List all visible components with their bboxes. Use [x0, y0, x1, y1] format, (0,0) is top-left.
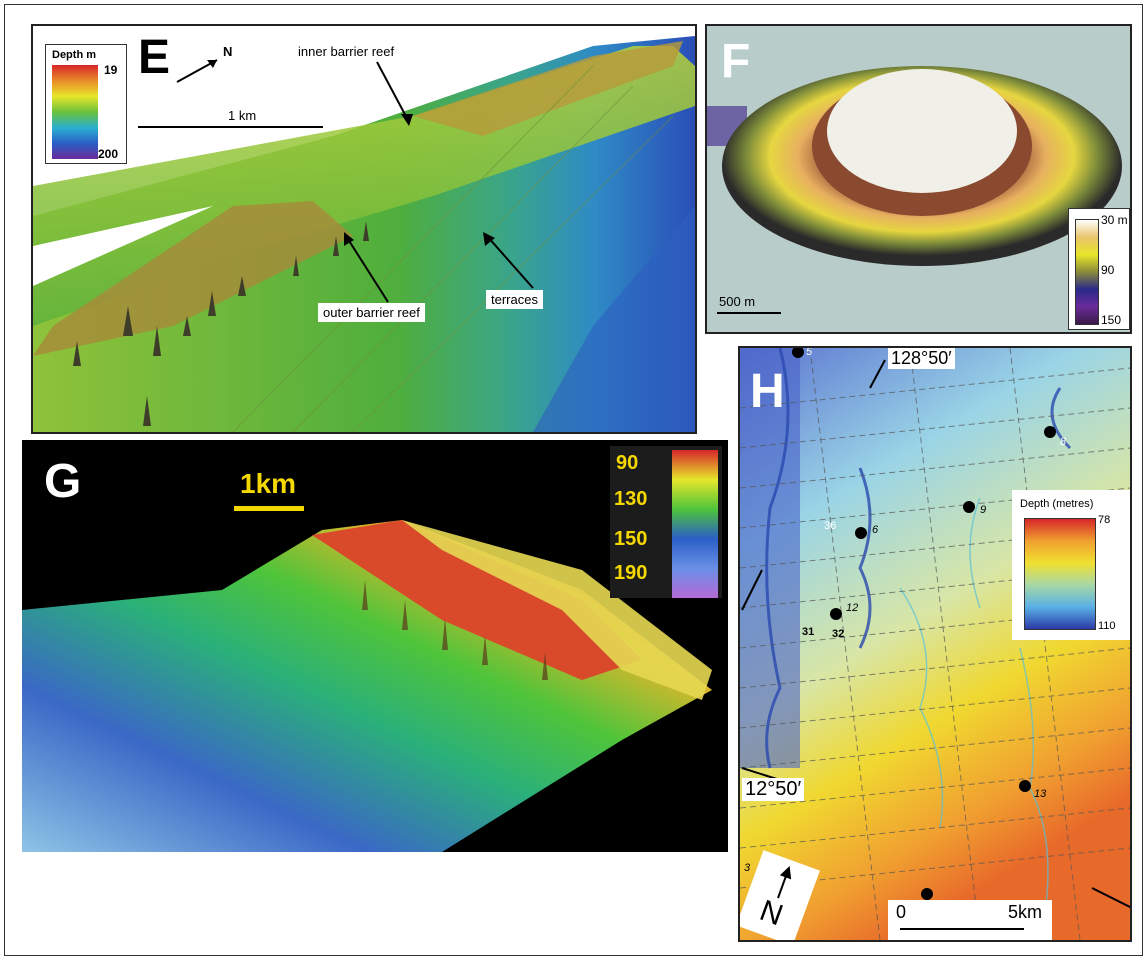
legend-tick-190: 190: [614, 562, 648, 584]
inner-barrier-reef-label: inner barrier reef: [298, 44, 395, 59]
panel-g-scale-bar: [234, 506, 304, 511]
panel-e-letter: E: [138, 31, 171, 84]
legend-colorbar: [52, 65, 98, 159]
panel-f-scale-bar: [717, 312, 781, 314]
legend-bottom-value: 200: [98, 147, 119, 161]
site-label-8: 8: [1060, 436, 1067, 448]
figure-frame: [4, 4, 1143, 956]
panel-g-legend: 90 130 150 190: [610, 446, 722, 598]
panel-f-terrain: [707, 26, 1130, 332]
site-label-12: 12: [846, 602, 859, 614]
scale-box: 0 5km: [888, 900, 1052, 940]
panel-h-legend: Depth (metres) 78 110: [1012, 490, 1130, 640]
scale-end-label: 5km: [1008, 902, 1043, 922]
north-label: N: [755, 893, 788, 933]
panel-e-legend: Depth m 19 200: [45, 44, 127, 164]
site-label-13: 13: [1034, 788, 1047, 800]
site-label-36: 36: [824, 520, 837, 532]
scale-bar: [900, 928, 1024, 930]
legend-tick-130: 130: [614, 488, 648, 510]
legend-mid-value: 90: [1101, 263, 1115, 277]
panel-f-legend: 30 m 90 150: [1068, 208, 1130, 330]
panel-g-scale-label: 1km: [240, 468, 297, 499]
panel-g: G 1km 90 130 150 190: [22, 440, 728, 852]
legend-title: Depth m: [52, 49, 96, 61]
panel-e: E N 1 km Depth m 19 200 inner barrier re…: [31, 24, 697, 434]
north-arrow-icon: [777, 866, 792, 899]
site-label-3: 3: [744, 862, 751, 874]
legend-tick-90: 90: [616, 452, 639, 474]
legend-colorbar: [1024, 518, 1096, 630]
legend-top-value: 30 m: [1101, 213, 1128, 227]
legend-colorbar: [1075, 219, 1099, 325]
panel-f-scale-label: 500 m: [719, 294, 756, 309]
site-label-6: 6: [872, 524, 879, 536]
legend-top-value: 19: [104, 63, 118, 77]
panel-f-letter: F: [721, 35, 751, 88]
legend-title: Depth (metres): [1020, 498, 1094, 510]
outer-barrier-reef-label: outer barrier reef: [318, 303, 425, 322]
panel-h-map: [740, 348, 1130, 940]
site-label-32: 32: [832, 628, 845, 640]
legend-bottom-value: 150: [1101, 313, 1122, 327]
legend-colorbar: [672, 450, 718, 598]
panel-e-scale-bar: [138, 126, 323, 128]
site-label-31: 31: [802, 626, 815, 638]
latitude-label: 12°50′: [742, 778, 805, 801]
outer-reef-arrow-icon: [344, 232, 389, 303]
panel-f: F 500 m 30 m 90 150: [705, 24, 1132, 334]
legend-bottom-value: 110: [1098, 620, 1116, 632]
north-arrow-box: N: [740, 850, 820, 940]
longitude-label: 128°50′: [888, 348, 955, 369]
inner-reef-arrow-icon: [376, 61, 413, 126]
panel-e-scale-label: 1 km: [228, 108, 257, 123]
north-arrow-icon: [176, 59, 218, 83]
panel-e-terrain: [33, 26, 695, 432]
panel-h-letter: H: [750, 365, 785, 418]
terraces-arrow-icon: [483, 232, 534, 289]
site-label-5: 5: [806, 346, 813, 358]
scale-start-label: 0: [896, 902, 907, 922]
site-label-9: 9: [980, 504, 987, 516]
panel-g-letter: G: [44, 455, 82, 508]
legend-top-value: 78: [1098, 514, 1111, 526]
panel-h: H 128°50′ 12°50′ 5 8 9 6 12 13 3 36 31 3…: [738, 346, 1132, 942]
panel-e-north-label: N: [223, 44, 233, 59]
terraces-label: terraces: [486, 290, 543, 309]
legend-tick-150: 150: [614, 528, 648, 550]
